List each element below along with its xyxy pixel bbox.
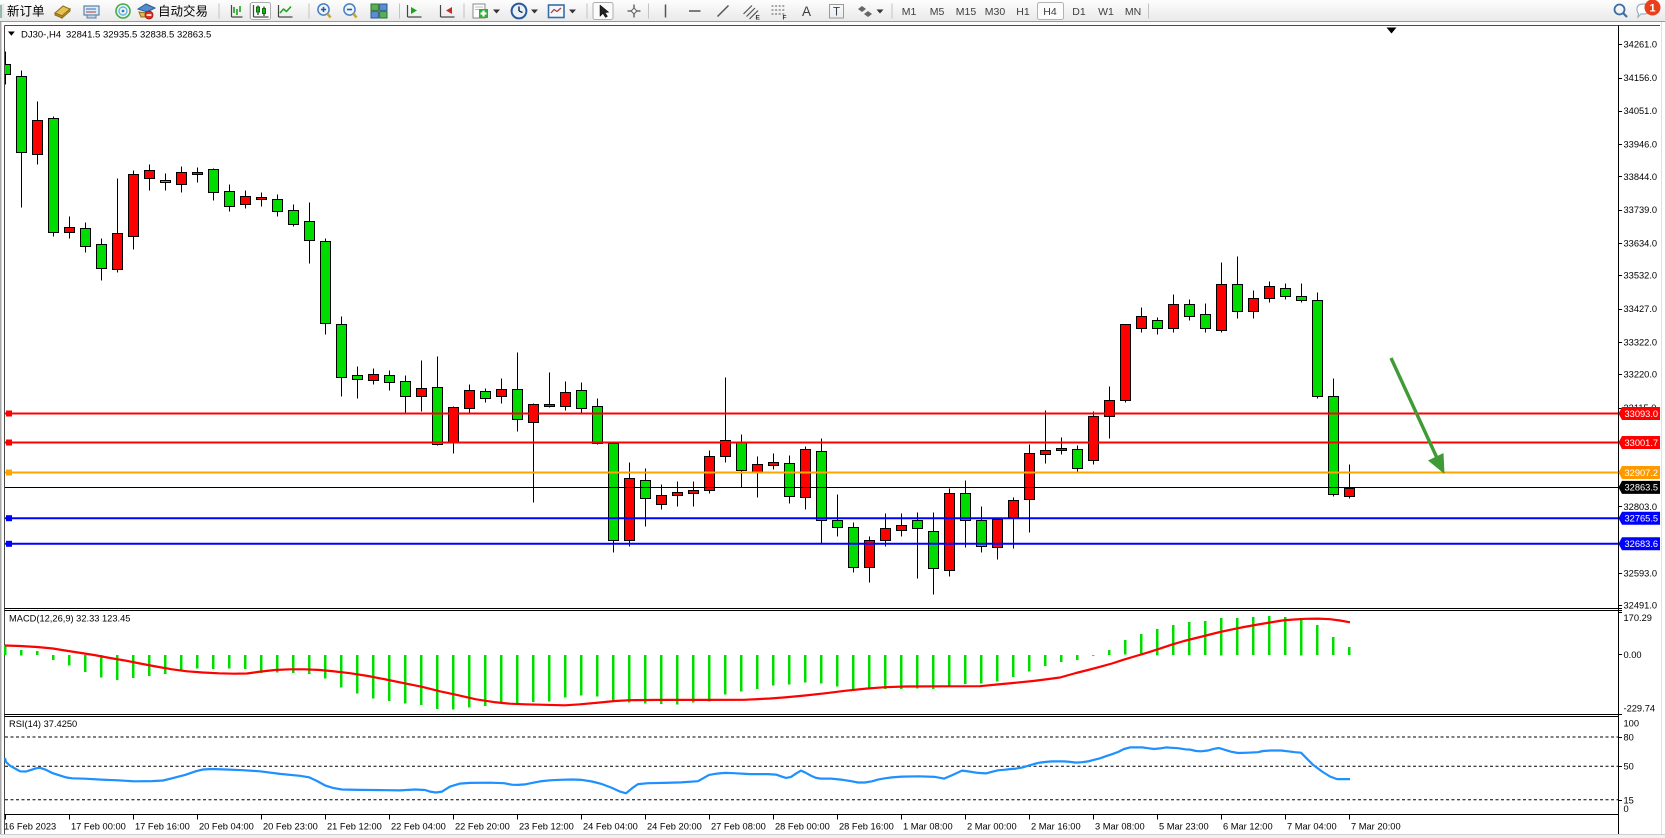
svg-text:3 Mar 08:00: 3 Mar 08:00 xyxy=(1095,821,1145,831)
svg-text:0.00: 0.00 xyxy=(1624,650,1642,660)
svg-text:T: T xyxy=(833,7,840,19)
svg-text:1: 1 xyxy=(1649,3,1655,15)
svg-text:33427.0: 33427.0 xyxy=(1624,304,1658,314)
svg-text:20 Feb 23:00: 20 Feb 23:00 xyxy=(263,821,318,831)
svg-text:DJ30-,H4: DJ30-,H4 xyxy=(21,29,61,40)
svg-text:34051.0: 34051.0 xyxy=(1624,106,1658,116)
svg-text:M1: M1 xyxy=(902,6,917,18)
svg-text:32765.5: 32765.5 xyxy=(1625,514,1659,524)
svg-text:32863.5: 32863.5 xyxy=(1625,483,1659,493)
svg-text:32841.5 32935.5 32838.5 32863.: 32841.5 32935.5 32838.5 32863.5 xyxy=(66,29,211,40)
svg-text:20 Feb 04:00: 20 Feb 04:00 xyxy=(199,821,254,831)
svg-text:E: E xyxy=(756,15,761,22)
svg-text:22 Feb 20:00: 22 Feb 20:00 xyxy=(455,821,510,831)
svg-text:24 Feb 20:00: 24 Feb 20:00 xyxy=(647,821,702,831)
svg-text:17 Feb 16:00: 17 Feb 16:00 xyxy=(135,821,190,831)
svg-text:32491.0: 32491.0 xyxy=(1624,601,1658,611)
svg-text:1 Mar 08:00: 1 Mar 08:00 xyxy=(903,821,953,831)
svg-text:2 Mar 00:00: 2 Mar 00:00 xyxy=(967,821,1017,831)
svg-text:27 Feb 08:00: 27 Feb 08:00 xyxy=(711,821,766,831)
svg-text:D1: D1 xyxy=(1072,6,1086,18)
svg-text:34156.0: 34156.0 xyxy=(1624,73,1658,83)
svg-text:33093.0: 33093.0 xyxy=(1625,409,1659,419)
svg-text:21 Feb 12:00: 21 Feb 12:00 xyxy=(327,821,382,831)
svg-text:100: 100 xyxy=(1624,719,1640,729)
svg-text:32803.0: 32803.0 xyxy=(1624,502,1658,512)
svg-text:F: F xyxy=(783,15,787,22)
svg-text:M15: M15 xyxy=(956,6,977,18)
svg-text:15: 15 xyxy=(1624,796,1634,806)
svg-text:34261.0: 34261.0 xyxy=(1624,40,1658,50)
svg-text:5 Mar 23:00: 5 Mar 23:00 xyxy=(1159,821,1209,831)
svg-text:M5: M5 xyxy=(930,6,945,18)
svg-text:32907.2: 32907.2 xyxy=(1625,468,1659,478)
svg-text:80: 80 xyxy=(1624,732,1634,742)
svg-text:24 Feb 04:00: 24 Feb 04:00 xyxy=(583,821,638,831)
svg-text:H4: H4 xyxy=(1043,6,1057,18)
svg-text:16 Feb 2023: 16 Feb 2023 xyxy=(4,821,56,831)
svg-text:2 Mar 16:00: 2 Mar 16:00 xyxy=(1031,821,1081,831)
svg-text:28 Feb 00:00: 28 Feb 00:00 xyxy=(775,821,830,831)
svg-text:170.29: 170.29 xyxy=(1624,613,1652,623)
svg-text:33844.0: 33844.0 xyxy=(1624,172,1658,182)
svg-text:MACD(12,26,9) 32.33 123.45: MACD(12,26,9) 32.33 123.45 xyxy=(9,614,130,624)
svg-text:0: 0 xyxy=(1624,804,1629,814)
svg-text:33532.0: 33532.0 xyxy=(1624,271,1658,281)
svg-text:A: A xyxy=(802,4,811,19)
svg-text:23 Feb 12:00: 23 Feb 12:00 xyxy=(519,821,574,831)
svg-text:33946.0: 33946.0 xyxy=(1624,139,1658,149)
svg-text:17 Feb 00:00: 17 Feb 00:00 xyxy=(71,821,126,831)
svg-text:MN: MN xyxy=(1125,6,1141,18)
svg-text:32683.6: 32683.6 xyxy=(1625,539,1659,549)
svg-text:自动交易: 自动交易 xyxy=(158,4,208,19)
svg-text:6 Mar 12:00: 6 Mar 12:00 xyxy=(1223,821,1273,831)
svg-text:M30: M30 xyxy=(985,6,1006,18)
svg-text:33001.7: 33001.7 xyxy=(1625,438,1659,448)
svg-text:RSI(14) 37.4250: RSI(14) 37.4250 xyxy=(9,719,77,729)
svg-text:33634.0: 33634.0 xyxy=(1624,238,1658,248)
svg-text:-229.74: -229.74 xyxy=(1624,703,1656,713)
svg-text:W1: W1 xyxy=(1098,6,1114,18)
svg-text:50: 50 xyxy=(1624,762,1634,772)
svg-text:33220.0: 33220.0 xyxy=(1624,370,1658,380)
svg-text:22 Feb 04:00: 22 Feb 04:00 xyxy=(391,821,446,831)
svg-text:新订单: 新订单 xyxy=(7,4,45,19)
svg-text:33739.0: 33739.0 xyxy=(1624,205,1658,215)
svg-text:7 Mar 04:00: 7 Mar 04:00 xyxy=(1287,821,1337,831)
svg-text:H1: H1 xyxy=(1016,6,1030,18)
svg-text:32593.0: 32593.0 xyxy=(1624,568,1658,578)
svg-text:7 Mar 20:00: 7 Mar 20:00 xyxy=(1351,821,1401,831)
svg-text:33322.0: 33322.0 xyxy=(1624,337,1658,347)
svg-text:28 Feb 16:00: 28 Feb 16:00 xyxy=(839,821,894,831)
